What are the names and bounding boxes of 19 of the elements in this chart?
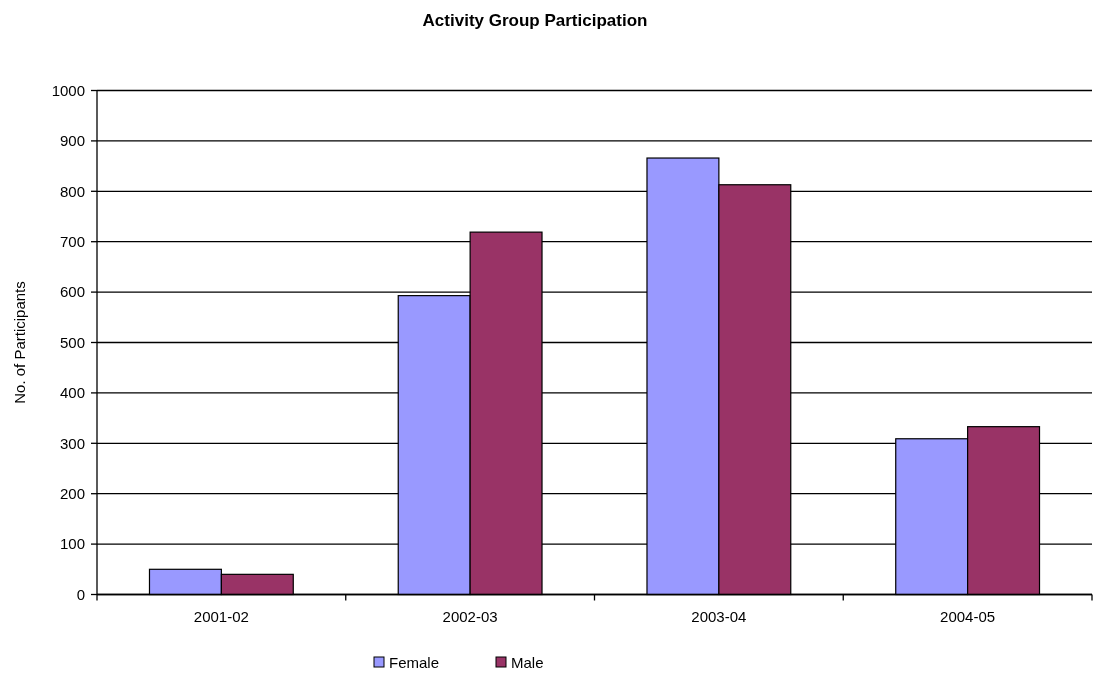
x-tick-label: 2004-05 [940, 607, 996, 625]
y-tick-label: 300 [59, 434, 85, 452]
y-tick-label: 100 [59, 535, 85, 553]
x-tick-label: 2001-02 [193, 607, 249, 625]
y-tick-label: 900 [59, 132, 85, 150]
y-tick-label: 800 [59, 182, 85, 200]
y-tick-label: 200 [59, 484, 85, 502]
y-tick-label: 1000 [51, 81, 85, 99]
y-tick-label: 500 [59, 333, 85, 351]
x-tick-label: 2003-04 [691, 607, 747, 625]
legend-label: Male [511, 654, 544, 672]
y-axis-title: No. of Participants [11, 281, 28, 404]
chart-title: Activity Group Participation [422, 11, 648, 30]
legend-label: Female [389, 654, 440, 672]
y-tick-label: 0 [76, 585, 85, 603]
y-tick-label: 600 [59, 283, 85, 301]
y-tick-label: 700 [59, 232, 85, 250]
y-tick-label: 400 [59, 384, 85, 402]
x-tick-label: 2002-03 [442, 607, 498, 625]
